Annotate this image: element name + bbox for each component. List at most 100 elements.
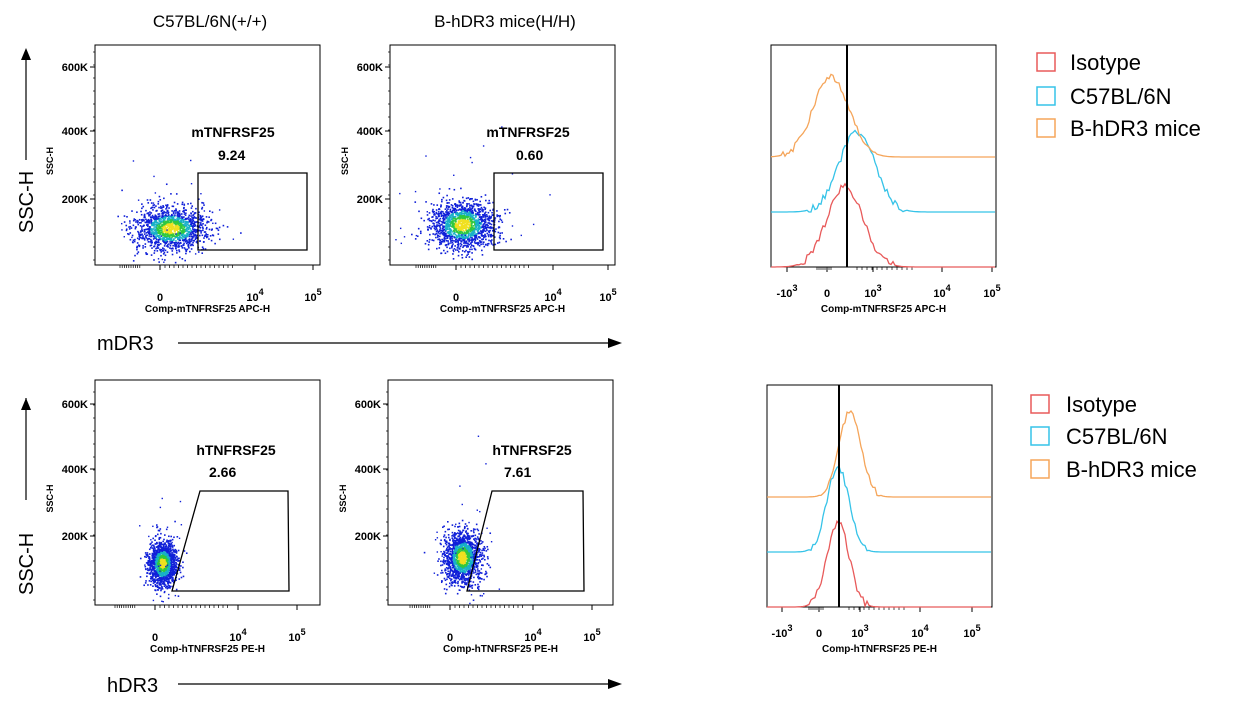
event-dot — [471, 252, 473, 254]
event-dot — [178, 231, 180, 233]
event-dot — [182, 566, 184, 569]
event-dot — [454, 211, 457, 213]
event-dot — [174, 225, 176, 227]
event-dot — [451, 241, 454, 244]
event-dot — [145, 580, 147, 582]
event-dot — [156, 585, 158, 588]
event-dot — [462, 232, 464, 235]
event-dot — [171, 217, 174, 220]
event-dot — [167, 214, 170, 217]
event-dot — [141, 233, 143, 236]
event-dot — [143, 237, 146, 240]
event-dot — [467, 226, 469, 229]
event-dot — [190, 223, 192, 225]
event-dot — [157, 546, 159, 549]
event-dot — [172, 211, 175, 213]
event-dot — [150, 222, 153, 224]
event-dot — [180, 565, 182, 567]
event-dot — [180, 233, 183, 235]
event-dot — [459, 238, 461, 240]
event-dot — [487, 224, 489, 227]
event-dot — [153, 231, 156, 234]
event-dot — [141, 203, 143, 205]
event-dot — [448, 242, 450, 245]
event-dot — [174, 562, 177, 564]
event-dot — [178, 210, 181, 212]
event-dot — [196, 234, 199, 237]
event-dot — [143, 230, 146, 233]
event-dot — [159, 574, 161, 576]
event-dot — [199, 214, 202, 217]
event-dot — [457, 245, 460, 247]
event-dot — [448, 224, 451, 227]
event-dot — [470, 220, 473, 222]
event-dot — [180, 213, 183, 215]
event-dot — [458, 239, 460, 242]
event-dot — [134, 227, 137, 230]
event-dot — [182, 230, 185, 233]
event-dot — [469, 230, 472, 233]
event-dot — [184, 225, 187, 227]
x-tick-label: 104 — [544, 287, 561, 304]
event-dot — [476, 544, 479, 546]
event-dot — [169, 577, 171, 580]
event-dot — [146, 228, 149, 230]
event-dot — [163, 216, 166, 218]
event-dot — [165, 214, 167, 217]
event-dot — [159, 582, 161, 584]
event-dot — [176, 226, 179, 228]
event-dot — [194, 238, 197, 241]
event-dot — [480, 230, 483, 233]
event-dot — [172, 549, 175, 552]
event-dot — [456, 236, 458, 239]
event-dot — [174, 245, 176, 248]
event-dot — [200, 232, 202, 234]
event-dot — [494, 217, 497, 219]
event-dot — [448, 187, 451, 190]
event-dot — [192, 239, 194, 242]
event-dot — [473, 550, 475, 552]
gate-percent: 0.60 — [516, 147, 543, 163]
event-dot — [187, 245, 190, 248]
event-dot — [471, 234, 474, 237]
event-dot — [198, 226, 200, 228]
event-dot — [457, 243, 460, 246]
event-dot — [186, 233, 189, 236]
event-dot — [164, 553, 167, 556]
event-dot — [464, 560, 466, 563]
event-dot — [169, 238, 171, 240]
event-dot — [136, 245, 139, 248]
event-dot — [175, 221, 177, 223]
event-dot — [170, 242, 173, 244]
event-dot — [167, 224, 169, 227]
event-dot — [445, 199, 448, 202]
event-dot — [188, 225, 191, 228]
row1-ssc-label: SSC-H — [16, 171, 38, 233]
event-dot — [191, 228, 194, 230]
event-dot — [155, 230, 157, 233]
event-dot — [463, 208, 465, 211]
event-dot — [158, 544, 161, 547]
event-dot — [450, 235, 452, 238]
event-dot — [442, 214, 445, 217]
event-dot — [449, 550, 452, 553]
event-dot — [156, 584, 158, 587]
event-dot — [168, 581, 171, 584]
event-dot — [476, 224, 479, 227]
event-dot — [160, 542, 162, 545]
event-dot — [479, 543, 481, 545]
event-dot — [442, 217, 444, 220]
event-dot — [186, 226, 188, 228]
event-dot — [123, 215, 126, 217]
event-dot — [453, 236, 456, 239]
event-dot — [161, 247, 164, 249]
event-dot — [181, 238, 184, 240]
event-dot — [171, 567, 174, 569]
event-dot — [143, 224, 145, 227]
event-dot — [399, 227, 402, 230]
event-dot — [161, 551, 164, 554]
event-dot — [468, 203, 470, 205]
event-dot — [189, 250, 191, 253]
event-dot — [163, 556, 166, 559]
event-dot — [167, 212, 169, 215]
